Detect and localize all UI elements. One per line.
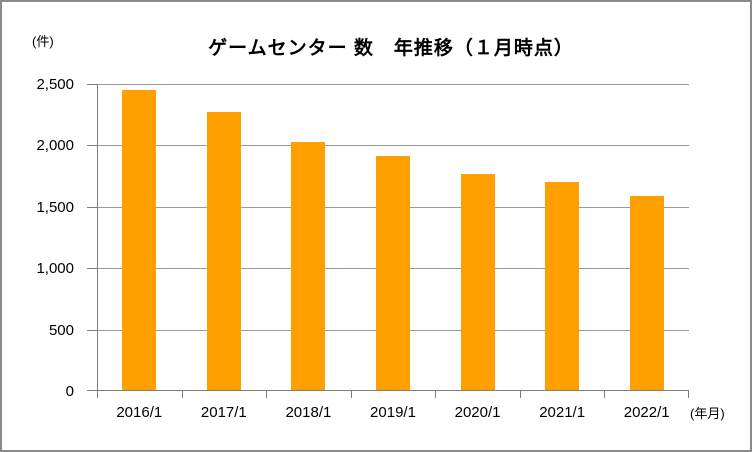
- x-axis-tick-label: 2016/1: [116, 404, 163, 421]
- bar-2022/1: [629, 195, 664, 390]
- chart-title: ゲームセンター 数 年推移（１月時点）: [208, 38, 574, 59]
- plot-area: [87, 84, 689, 398]
- x-axis-tick-label: 2018/1: [285, 404, 332, 421]
- gridline-2500: [97, 84, 689, 85]
- x-axis-tick: [688, 391, 689, 398]
- y-axis-tick-label: 2,500: [36, 76, 74, 93]
- x-axis-line: [97, 390, 689, 391]
- x-axis-tick: [351, 391, 352, 398]
- x-axis-tick-label: 2021/1: [539, 404, 586, 421]
- y-axis-unit-label: (件): [32, 34, 54, 49]
- bar-2017/1: [206, 111, 241, 390]
- x-axis-tick: [435, 391, 436, 398]
- y-axis-tick: [87, 390, 97, 391]
- bar-2021/1: [545, 182, 580, 390]
- x-axis-tick-label: 2017/1: [200, 404, 247, 421]
- x-axis-tick-label: 2019/1: [370, 404, 416, 421]
- bar-2016/1: [122, 89, 157, 390]
- x-axis-tick: [520, 391, 521, 398]
- bar-2019/1: [376, 156, 410, 390]
- x-axis-tick: [266, 391, 267, 398]
- x-axis-tick-label: 2020/1: [454, 404, 501, 421]
- y-axis-tick: [87, 84, 97, 85]
- x-axis-tick-label: 2022/1: [623, 404, 670, 421]
- bar-2020/1: [460, 174, 495, 390]
- x-axis-unit-label: (年月): [690, 406, 725, 421]
- x-axis-tick: [97, 391, 98, 398]
- y-axis-tick: [87, 145, 97, 147]
- gridline-2000: [97, 145, 689, 147]
- y-axis-line: [97, 84, 98, 391]
- y-axis-tick-label: 2,000: [36, 137, 74, 155]
- y-axis-tick: [87, 268, 97, 270]
- y-axis-tick: [87, 206, 97, 208]
- y-axis-tick-label: 1,500: [36, 198, 74, 216]
- x-axis-tick: [182, 391, 183, 398]
- y-axis-tick-label: 0: [65, 383, 74, 400]
- y-axis-tick-label: 1,000: [36, 260, 74, 278]
- bar-2018/1: [291, 141, 326, 390]
- y-axis-tick-label: 500: [48, 321, 74, 339]
- x-axis-tick: [604, 391, 605, 398]
- y-axis-tick: [87, 329, 97, 331]
